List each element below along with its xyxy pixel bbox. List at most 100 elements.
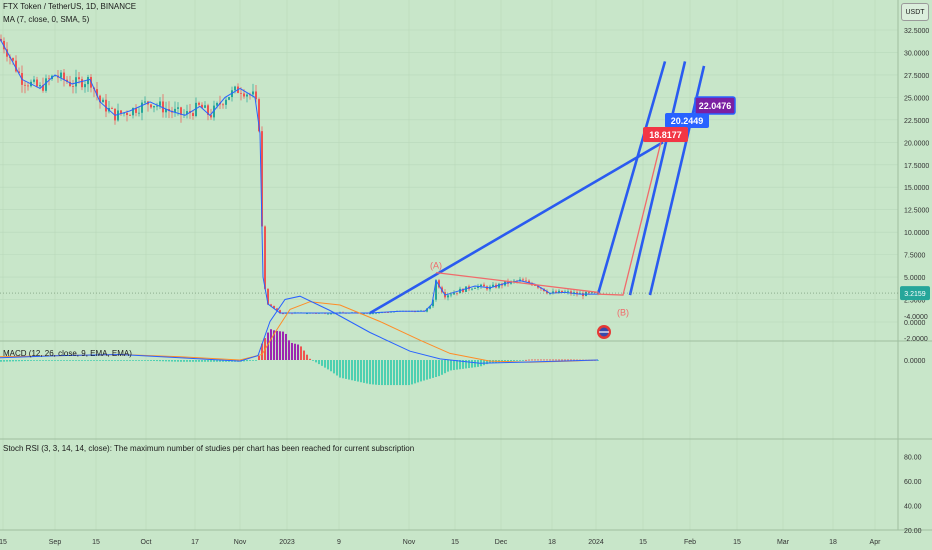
macd-histogram-bar [390, 360, 392, 386]
macd-histogram-bar [435, 360, 437, 378]
candle-body [192, 113, 194, 116]
time-tick: Feb [684, 539, 696, 546]
candle-body [282, 313, 284, 315]
macd-histogram-bar [441, 360, 443, 375]
wave-label-b: (B) [617, 308, 629, 318]
macd-histogram-bar [462, 360, 464, 369]
macd-histogram-bar [9, 360, 11, 362]
candle-body [387, 312, 389, 313]
macd-histogram-bar [195, 360, 197, 362]
time-tick: Mar [777, 539, 790, 546]
candle-body [198, 102, 200, 105]
candle-body [552, 291, 554, 294]
label-target-low-bg [643, 127, 688, 142]
candles [0, 34, 599, 315]
macd-histogram-bar [153, 360, 155, 361]
currency-button[interactable]: USDT [901, 3, 929, 21]
macd-histogram-bar [87, 360, 89, 361]
macd-histogram-bar [414, 360, 416, 384]
candle-body [525, 280, 527, 282]
candle-body [27, 85, 29, 87]
macd-histogram-bar [120, 360, 122, 361]
macd-histogram-bar [558, 359, 560, 361]
price-tick: 2.5000 [904, 298, 926, 305]
macd-histogram-bar [204, 360, 206, 362]
macd-histogram-bar [273, 330, 275, 360]
candle-body [570, 291, 572, 294]
candle-body [105, 99, 107, 112]
candle-body [72, 86, 74, 87]
macd-histogram-bar [324, 360, 326, 368]
macd-histogram-bar [132, 360, 134, 361]
macd-signal-line [0, 301, 599, 363]
candle-body [450, 294, 452, 296]
macd-histogram-bar [309, 358, 311, 360]
candle-body [138, 112, 140, 114]
macd-histogram-bar [177, 360, 179, 362]
time-tick: Oct [141, 539, 152, 546]
macd-histogram-bar [321, 360, 323, 366]
candle-body [165, 109, 167, 113]
macd-histogram-bar [318, 360, 320, 365]
candle-body [6, 49, 8, 57]
macd-histogram-bar [249, 360, 251, 361]
price-tick: 30.0000 [904, 50, 929, 57]
candle-body [429, 306, 431, 309]
candle-body [474, 287, 476, 289]
trendline [628, 61, 687, 296]
symbol-title: FTX Token / TetherUS, 1D, BINANCE [3, 2, 137, 11]
candle-body [462, 288, 464, 292]
candle-body [126, 112, 128, 116]
macd-histogram-bar [168, 360, 170, 362]
ma-line [0, 38, 598, 314]
macd-histogram-bar [123, 360, 125, 361]
candle-body [558, 290, 560, 293]
candle-body [84, 84, 86, 88]
macd-histogram-bar [111, 360, 113, 361]
time-tick: 15 [639, 539, 647, 546]
price-tick: 25.0000 [904, 95, 929, 102]
macd-histogram-bar [456, 360, 458, 370]
macd-histogram-bar [471, 360, 473, 368]
macd-histogram-bar [216, 360, 218, 362]
macd-histogram-bar [96, 360, 98, 361]
macd-line [0, 295, 599, 364]
candle-body [375, 312, 377, 314]
macd-histogram-bar [102, 360, 104, 361]
chart-marks: (A) (B) [430, 261, 629, 339]
macd-histogram-bar [27, 360, 29, 361]
label-target-mid-bg [665, 113, 709, 128]
macd-histogram-bar [255, 360, 257, 361]
macd-histogram-bar [171, 360, 173, 362]
candle-body [3, 40, 5, 50]
macd-histogram-bar [552, 359, 554, 361]
macd-histogram-bar [135, 360, 137, 361]
macd-histogram-bar [93, 360, 95, 361]
macd-histogram-bar [276, 330, 278, 360]
macd-histogram-bar [366, 360, 368, 384]
stoch-legend: Stoch RSI (3, 3, 14, 14, close): The max… [3, 444, 415, 453]
wave-line [435, 137, 663, 296]
candle-body [63, 72, 65, 80]
macd-histogram-bar [336, 360, 338, 376]
candle-body [435, 280, 437, 300]
candle-body [135, 108, 137, 113]
macd-histogram-bar [51, 360, 53, 361]
macd-histogram-bar [42, 360, 44, 361]
macd-histogram-bar [3, 360, 5, 362]
macd-histogram-bar [357, 360, 359, 382]
macd-histogram-bar [207, 360, 209, 362]
macd-histogram-bar [534, 359, 536, 361]
macd-histogram-bar [360, 360, 362, 383]
macd-histogram-bar [351, 360, 353, 381]
candle-body [33, 79, 35, 82]
macd-histogram-bar [459, 360, 461, 370]
macd-histogram-bar [396, 360, 398, 386]
macd-histogram-bar [279, 331, 281, 360]
macd-histogram-bar [144, 360, 146, 361]
wave-path[interactable] [0, 137, 898, 296]
time-tick: Apr [870, 539, 882, 546]
candle-body [111, 108, 113, 109]
candle-body [279, 310, 281, 314]
